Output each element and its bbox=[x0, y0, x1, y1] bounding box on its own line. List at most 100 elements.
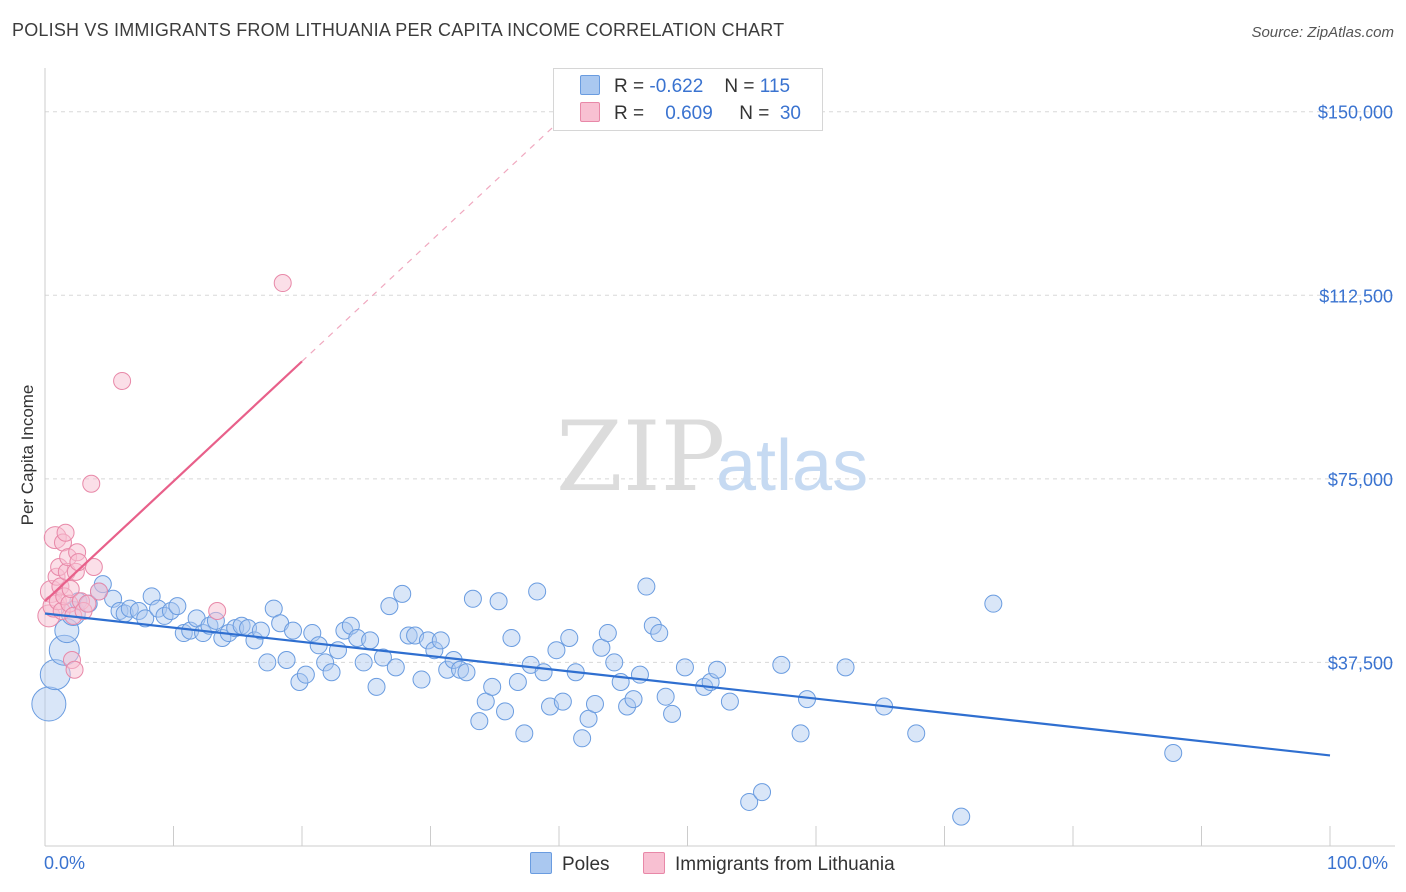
lithuania-swatch bbox=[580, 102, 600, 122]
poles-point bbox=[483, 677, 502, 696]
n-value-poles: 115 bbox=[759, 76, 791, 97]
stats-legend: R = -0.622 N = 115 R = 0.609 N = 30 bbox=[553, 68, 823, 131]
legend-item-poles: Poles bbox=[530, 852, 610, 876]
poles-point bbox=[290, 673, 309, 692]
poles-point bbox=[740, 792, 759, 811]
poles-point bbox=[547, 641, 566, 660]
poles-point bbox=[284, 621, 303, 640]
poles-point bbox=[386, 658, 405, 677]
poles-point bbox=[463, 589, 482, 608]
lithuania-point bbox=[113, 371, 132, 390]
poles-point bbox=[470, 712, 489, 731]
r-value-lithuania: 0.609 bbox=[659, 103, 713, 124]
poles-point bbox=[753, 783, 772, 802]
r-value-poles: -0.622 bbox=[649, 76, 704, 97]
poles-point bbox=[637, 577, 656, 596]
n-label: N = bbox=[739, 103, 770, 124]
poles-point bbox=[675, 658, 694, 677]
poles-legend-label: Poles bbox=[562, 854, 610, 875]
chart-title: POLISH VS IMMIGRANTS FROM LITHUANIA PER … bbox=[12, 20, 785, 40]
legend-row-poles: R = -0.622 N = 115 bbox=[580, 75, 790, 98]
poles-point bbox=[598, 624, 617, 643]
lithuania-point bbox=[65, 660, 84, 679]
poles-point bbox=[361, 631, 380, 650]
poles-point bbox=[624, 690, 643, 709]
poles-point bbox=[663, 704, 682, 723]
poles-point bbox=[496, 702, 515, 721]
poles-point bbox=[573, 729, 592, 748]
poles-point bbox=[136, 609, 155, 628]
axes-layer bbox=[44, 68, 1395, 847]
n-label: N = bbox=[724, 76, 755, 97]
poles-point bbox=[656, 687, 675, 706]
poles-point bbox=[251, 621, 270, 640]
poles-point bbox=[129, 602, 148, 621]
poles-point bbox=[772, 655, 791, 674]
lithuania-point bbox=[84, 557, 103, 576]
lithuania-point bbox=[89, 582, 108, 601]
lithuania-legend-swatch bbox=[643, 852, 665, 874]
poles-point bbox=[585, 695, 604, 714]
poles-point bbox=[605, 653, 624, 672]
poles-trend-line bbox=[44, 612, 1331, 757]
poles-point bbox=[31, 686, 67, 722]
y-tick-label: $75,000 bbox=[1328, 470, 1393, 490]
points-layer bbox=[31, 274, 1183, 826]
lithuania-point bbox=[61, 580, 80, 598]
poles-point bbox=[296, 665, 315, 684]
poles-point bbox=[836, 658, 855, 677]
r-label: R = bbox=[614, 76, 645, 97]
poles-point bbox=[489, 592, 508, 611]
poles-point bbox=[168, 597, 187, 616]
poles-point bbox=[952, 807, 971, 826]
lithuania-point bbox=[69, 553, 88, 572]
poles-point bbox=[643, 616, 662, 635]
poles-point bbox=[508, 673, 527, 692]
poles-point bbox=[708, 660, 727, 679]
poles-point bbox=[380, 597, 399, 616]
y-axis-label: Per Capita Income bbox=[18, 384, 37, 526]
lithuania-trend-extrapolation bbox=[301, 121, 560, 362]
y-tick-label: $150,000 bbox=[1318, 103, 1393, 123]
poles-point bbox=[650, 624, 669, 643]
poles-point bbox=[534, 663, 553, 682]
legend-item-lithuania: Immigrants from Lithuania bbox=[643, 852, 895, 876]
x-tick-min: 0.0% bbox=[44, 853, 86, 873]
lithuania-point bbox=[56, 523, 75, 542]
trend-layer bbox=[44, 121, 1331, 757]
n-value-lithuania: 30 bbox=[779, 103, 801, 124]
y-tick-labels: $37,500 $75,000 $112,500 $150,000 bbox=[1318, 103, 1393, 674]
poles-point bbox=[720, 692, 739, 711]
poles-point bbox=[258, 653, 277, 672]
poles-point bbox=[560, 628, 579, 647]
watermark-zip: ZIP bbox=[556, 401, 725, 513]
poles-point bbox=[502, 628, 521, 647]
poles-point bbox=[553, 692, 572, 711]
poles-point bbox=[316, 653, 335, 672]
y-tick-label: $37,500 bbox=[1328, 653, 1393, 673]
poles-point bbox=[393, 584, 412, 603]
poles-swatch bbox=[580, 75, 600, 95]
poles-point bbox=[618, 697, 637, 716]
poles-point bbox=[431, 631, 450, 650]
lithuania-point bbox=[82, 474, 101, 493]
poles-point bbox=[322, 663, 341, 682]
poles-point bbox=[1164, 743, 1183, 762]
poles-point bbox=[515, 724, 534, 743]
poles-point bbox=[418, 631, 437, 650]
poles-point bbox=[425, 641, 444, 660]
y-tick-label: $112,500 bbox=[1319, 286, 1393, 306]
lithuania-point bbox=[273, 274, 292, 293]
grid-layer bbox=[45, 111, 1395, 663]
poles-point bbox=[354, 653, 373, 672]
source-note: Source: ZipAtlas.com bbox=[1251, 24, 1394, 41]
poles-point bbox=[984, 594, 1003, 613]
x-tick-max: 100.0% bbox=[1327, 853, 1389, 873]
r-label: R = bbox=[614, 103, 645, 124]
poles-point bbox=[110, 602, 129, 621]
legend-row-lithuania: R = 0.609 N = 30 bbox=[580, 102, 801, 125]
lithuania-point bbox=[208, 602, 227, 621]
poles-legend-swatch bbox=[530, 852, 552, 874]
poles-point bbox=[194, 624, 213, 643]
